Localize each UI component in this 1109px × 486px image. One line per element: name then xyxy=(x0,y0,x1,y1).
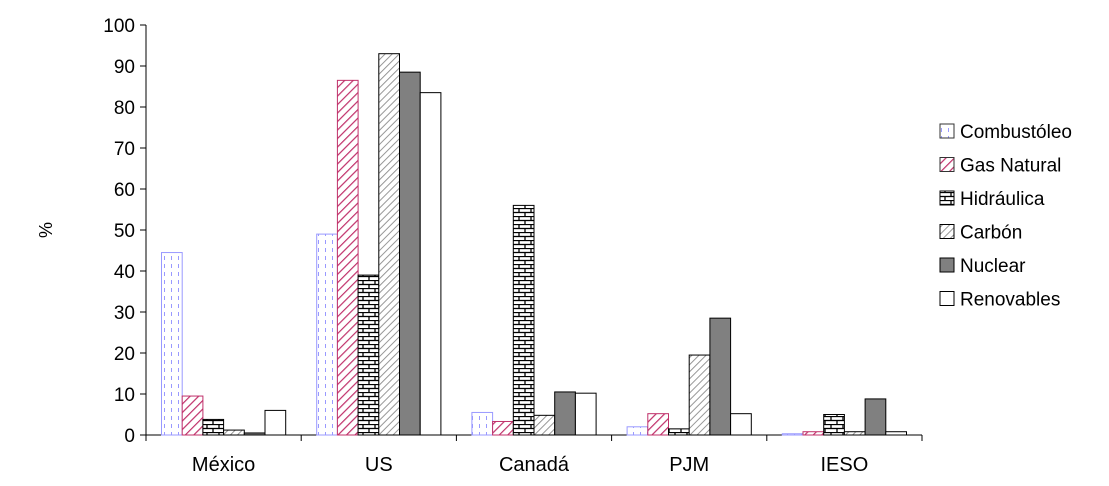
x-category-label: México xyxy=(192,454,255,476)
bar xyxy=(668,428,690,436)
y-tick-label: 0 xyxy=(124,426,135,447)
x-category-label: IESO xyxy=(821,454,869,476)
legend-swatch xyxy=(939,224,955,239)
bar xyxy=(357,274,380,436)
bar xyxy=(802,431,825,436)
bar xyxy=(688,354,711,436)
bar xyxy=(885,431,907,436)
bar xyxy=(843,431,866,436)
bar xyxy=(554,391,576,436)
x-category-label: Canadá xyxy=(499,454,570,476)
legend-swatch xyxy=(939,157,955,172)
legend-label: Renovables xyxy=(960,290,1060,311)
y-tick-label: 60 xyxy=(114,180,135,201)
bar xyxy=(399,71,421,436)
bar xyxy=(181,395,204,436)
x-axis: México US Canadá PJM IESO xyxy=(145,434,923,476)
y-axis-label: % xyxy=(36,222,56,238)
y-tick-label: 80 xyxy=(114,98,135,119)
legend-swatch xyxy=(939,257,955,273)
legend: Combustóleo Gas Natural Hidráulica Carbón Nu… xyxy=(939,122,1072,311)
legend-label: Gas Natural xyxy=(960,156,1061,177)
y-axis: 0 10 20 30 40 50 60 70 80 90 100 xyxy=(103,16,147,447)
y-axis-title: % xyxy=(36,222,56,238)
legend-label: Nuclear xyxy=(960,256,1026,277)
x-category-label: PJM xyxy=(669,454,709,476)
legend-swatch xyxy=(939,123,955,139)
bar xyxy=(243,432,266,436)
bar xyxy=(730,413,752,436)
legend-swatch xyxy=(939,291,955,306)
y-tick-label: 50 xyxy=(114,221,135,242)
legend-label: Combustóleo xyxy=(960,122,1072,143)
legend-swatch xyxy=(939,190,955,206)
bar xyxy=(512,204,535,436)
bar xyxy=(223,429,245,436)
bar xyxy=(161,252,183,436)
bar xyxy=(647,413,669,436)
bar xyxy=(264,409,287,436)
bar xyxy=(533,414,556,436)
bar xyxy=(864,398,887,436)
bar xyxy=(709,317,732,436)
bar xyxy=(471,411,494,436)
bar xyxy=(492,420,514,436)
bar xyxy=(202,418,225,436)
y-tick-label: 10 xyxy=(114,385,135,406)
y-tick-label: 100 xyxy=(103,16,135,37)
y-tick-label: 40 xyxy=(114,262,135,283)
bar xyxy=(316,233,338,436)
x-category-label: US xyxy=(365,454,393,476)
bar xyxy=(626,426,649,436)
legend-label: Hidráulica xyxy=(960,189,1045,210)
bar xyxy=(419,92,442,436)
bar xyxy=(378,53,400,436)
y-tick-label: 90 xyxy=(114,57,135,78)
bar xyxy=(781,433,804,436)
y-tick-label: 70 xyxy=(114,139,135,160)
bar xyxy=(336,79,359,436)
legend-label: Carbón xyxy=(960,223,1022,244)
y-tick-label: 20 xyxy=(114,344,135,365)
y-tick-label: 30 xyxy=(114,303,135,324)
bar xyxy=(823,414,845,436)
bars-group xyxy=(161,53,907,436)
bar xyxy=(574,392,597,436)
